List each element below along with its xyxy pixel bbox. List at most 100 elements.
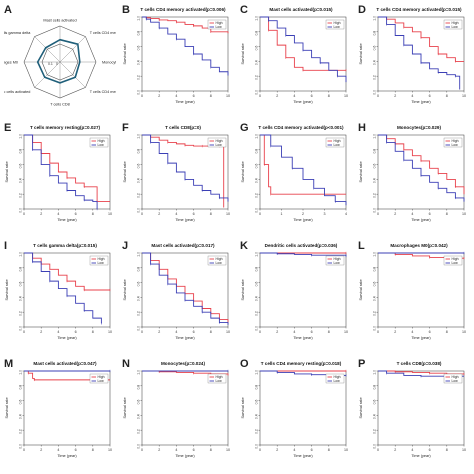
panel-title: Mast cells activated(p=0.015): [269, 7, 333, 12]
y-tick-label: 0.0: [255, 444, 259, 449]
panel-label-o: O: [240, 358, 249, 370]
km-curve-high: [378, 16, 464, 62]
legend: [89, 255, 109, 266]
y-tick-label: 1.0: [137, 370, 141, 375]
x-axis-label: Time (year): [293, 336, 313, 340]
km-curve-high: [24, 134, 110, 203]
radar-axis-label: Macrophages M0: [4, 61, 18, 65]
y-tick-label: 0.2: [137, 193, 141, 198]
legend-label-low: Low: [452, 25, 459, 29]
plot-frame: [377, 16, 465, 92]
y-tick-label: 0.2: [255, 75, 259, 80]
y-tick-label: 0.2: [255, 429, 259, 434]
plot-frame: [141, 134, 229, 210]
km-plot: 0.0 0.2 0.4 0.6 0.8 1.0 0 1 2 3 4 Survival rate Time…: [241, 134, 347, 222]
x-tick-label: 2: [394, 448, 396, 452]
x-tick-label: 0: [259, 330, 261, 334]
x-tick-label: 4: [411, 330, 413, 334]
y-tick-label: 0.6: [373, 163, 377, 168]
legend: [207, 19, 227, 30]
x-tick-label: 6: [193, 330, 195, 334]
y-axis-label: Survival rate: [359, 397, 363, 418]
x-tick-label: 3: [324, 212, 326, 216]
km-plot: 0.0 0.2 0.4 0.6 0.8 1.0 0 2 4 6 8 10 Survival rate Ti…: [5, 252, 112, 340]
legend: [207, 255, 227, 266]
y-tick-label: 0.6: [373, 399, 377, 404]
x-tick-label: 2: [40, 330, 42, 334]
y-tick-label: 0.4: [137, 178, 141, 183]
radar-spoke: [59, 61, 86, 88]
x-tick-label: 8: [446, 94, 448, 98]
y-tick-label: 0.8: [373, 149, 377, 154]
legend-label-high: High: [98, 257, 105, 261]
panel-title: T cells CD4 memory resting(p=0.018): [260, 361, 342, 366]
x-tick-label: 6: [75, 448, 77, 452]
x-axis-label: Time (year): [293, 454, 313, 458]
x-tick-label: 0: [377, 94, 379, 98]
legend-label-low: Low: [334, 143, 341, 147]
x-axis-label: Time (year): [175, 100, 195, 104]
y-tick-label: 0.4: [137, 414, 141, 419]
y-tick-label: 0.2: [373, 193, 377, 198]
x-tick-label: 8: [210, 448, 212, 452]
y-tick-label: 0.8: [137, 267, 141, 272]
x-tick-label: 10: [462, 448, 466, 452]
x-tick-label: 10: [226, 330, 230, 334]
x-tick-label: 2: [394, 94, 396, 98]
x-tick-label: 6: [429, 330, 431, 334]
y-axis-label: Survival rate: [359, 279, 363, 300]
km-plot: 0.0 0.2 0.4 0.6 0.8 1.0 0 2 4 6 8 10 Survival rate Ti…: [123, 16, 230, 104]
x-tick-label: 0: [141, 448, 143, 452]
x-tick-label: 0: [259, 212, 261, 216]
panel-label-l: L: [358, 240, 365, 252]
radar-axis-label: Dendritic cells activated: [4, 90, 30, 94]
y-tick-label: 0.0: [137, 326, 141, 331]
y-tick-label: 0.2: [255, 311, 259, 316]
y-tick-label: 0.0: [19, 444, 23, 449]
x-tick-label: 8: [328, 330, 330, 334]
y-tick-label: 0.4: [19, 414, 23, 419]
y-tick-label: 0.4: [19, 178, 23, 183]
x-tick-label: 2: [40, 448, 42, 452]
x-tick-label: 1: [281, 212, 283, 216]
radar-axis-label: T cells CD4 memory activated: [90, 31, 116, 35]
y-tick-label: 0.2: [19, 311, 23, 316]
legend: [443, 19, 463, 30]
legend-label-high: High: [334, 257, 341, 261]
plot-frame: [141, 252, 229, 328]
plot-frame: [23, 134, 111, 210]
km-curve-low: [24, 134, 98, 209]
x-axis-label: Time (year): [57, 454, 77, 458]
y-tick-label: 1.0: [19, 370, 23, 375]
y-tick-label: 0.0: [19, 326, 23, 331]
x-tick-label: 8: [210, 330, 212, 334]
x-tick-label: 4: [175, 94, 177, 98]
y-tick-label: 0.8: [137, 149, 141, 154]
legend-label-low: Low: [216, 25, 223, 29]
y-tick-label: 0.4: [373, 60, 377, 65]
y-tick-label: 0.4: [137, 296, 141, 301]
radar-axis-label: T cells CD8: [50, 103, 70, 107]
y-tick-label: 0.0: [137, 208, 141, 213]
y-tick-label: 0.0: [137, 90, 141, 95]
y-tick-label: 0.8: [373, 267, 377, 272]
x-tick-label: 6: [193, 94, 195, 98]
y-tick-label: 0.0: [373, 326, 377, 331]
legend-label-low: Low: [98, 379, 105, 383]
y-tick-label: 0.6: [19, 163, 23, 168]
legend-label-low: Low: [452, 379, 459, 383]
legend-label-low: Low: [216, 261, 223, 265]
x-tick-label: 10: [462, 212, 466, 216]
x-tick-label: 6: [429, 94, 431, 98]
panel-label-j: J: [122, 240, 129, 252]
x-tick-label: 6: [75, 330, 77, 334]
y-tick-label: 1.0: [373, 16, 377, 21]
y-tick-label: 0.2: [19, 193, 23, 198]
plot-frame: [141, 16, 229, 92]
x-tick-label: 2: [158, 330, 160, 334]
km-plot: 0.0 0.2 0.4 0.6 0.8 1.0 0 2 4 6 8 10 Survival rate Ti…: [123, 369, 230, 458]
panel-label-c: C: [240, 4, 248, 16]
x-tick-label: 8: [446, 212, 448, 216]
x-tick-label: 4: [411, 448, 413, 452]
y-tick-label: 0.4: [255, 414, 259, 419]
